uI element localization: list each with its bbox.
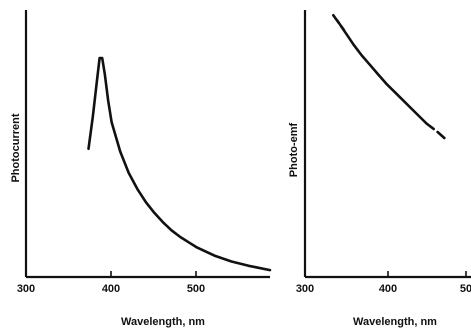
- left-series-line-0: [87, 56, 272, 272]
- right-x-tick-label-2: 50: [460, 283, 471, 295]
- left-x-tick-label-0: 300: [17, 283, 35, 295]
- left-x-ticks: 300 400 500: [17, 271, 205, 295]
- right-series-line-1: [332, 14, 346, 32]
- right-series-group: [332, 14, 449, 143]
- left-x-tick-label-1: 400: [102, 283, 120, 295]
- right-x-ticks: 300 400 50: [296, 271, 471, 295]
- left-series-group: [87, 56, 272, 272]
- left-x-axis-label: Wavelength, nm: [121, 316, 205, 328]
- left-x-tick-label-2: 500: [187, 283, 205, 295]
- right-series-line-0: [336, 19, 428, 125]
- right-y-axis-label: Photo-emf: [288, 122, 300, 177]
- right-x-axis-label: Wavelength, nm: [353, 316, 437, 328]
- right-x-tick-label-0: 300: [296, 283, 314, 295]
- photo-emf-chart: 300 400 50 Photo-emf Wavelength, nm: [288, 10, 471, 328]
- photocurrent-chart: 300 400 500 Photocurrent Wavelength, nm: [10, 10, 272, 328]
- left-y-axis-label: Photocurrent: [10, 113, 22, 182]
- right-series-line-2: [425, 122, 449, 143]
- right-x-tick-label-1: 400: [379, 283, 397, 295]
